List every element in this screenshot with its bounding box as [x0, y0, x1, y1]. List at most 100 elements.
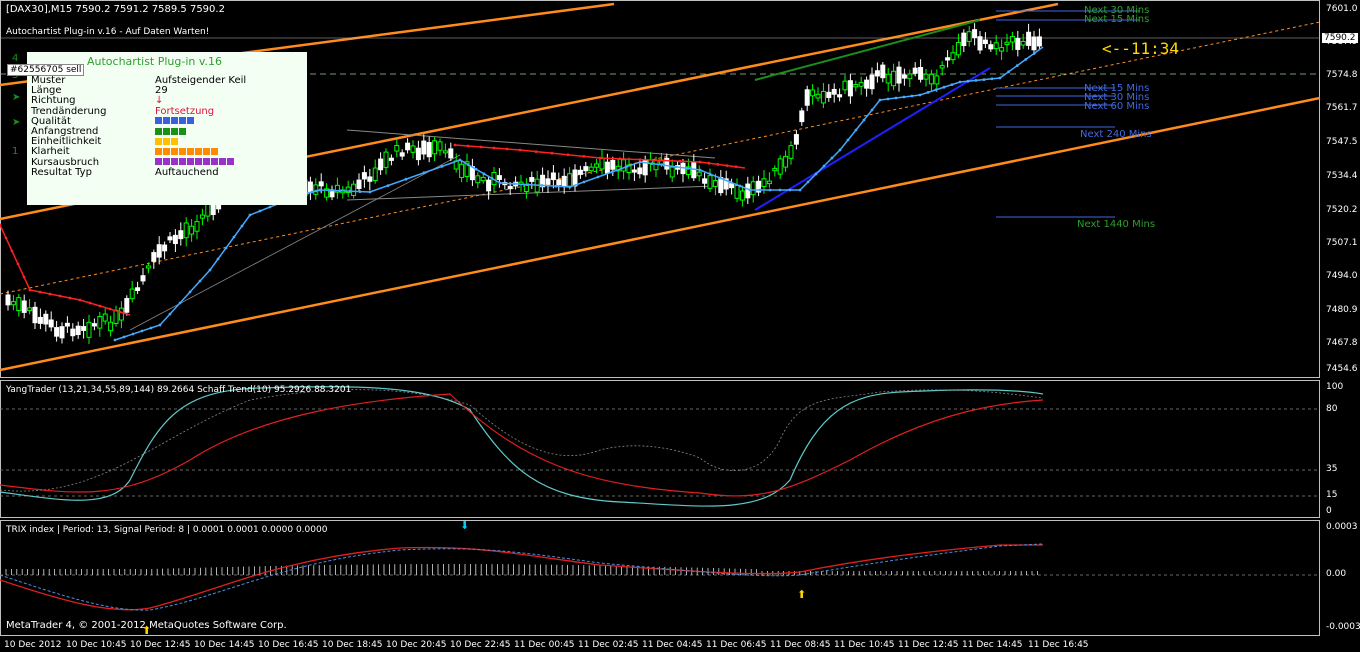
candle-body — [54, 327, 60, 337]
side-number-4: 4 — [12, 53, 19, 64]
candle-body — [783, 155, 789, 168]
candle-body — [43, 313, 49, 325]
candle-body — [145, 265, 151, 269]
moving-average-down-dot — [534, 150, 538, 154]
candle-body — [810, 89, 816, 97]
rating-square — [171, 117, 178, 125]
candle-body — [718, 177, 724, 194]
autochartist-row-value — [155, 137, 179, 147]
yangtrader-pane[interactable] — [0, 380, 1320, 518]
moving-average-up-dot — [686, 167, 690, 170]
moving-average-up-dot — [950, 83, 954, 86]
time-tick: 11 Dec 12:45 — [898, 640, 959, 650]
candle-body — [772, 167, 778, 172]
candle-body — [820, 90, 826, 104]
moving-average-down-dot — [658, 159, 662, 162]
down-arrow-icon: ⬇ — [460, 520, 469, 532]
rating-square — [163, 117, 170, 125]
moving-average-up-dot — [490, 177, 494, 180]
moving-average-up-dot — [974, 79, 978, 82]
autochartist-row-label: Qualität — [31, 115, 71, 127]
moving-average-down-dot — [28, 288, 32, 292]
moving-average-up-dot — [662, 163, 666, 167]
candle-body — [1036, 36, 1042, 47]
wedge-line — [346, 185, 716, 201]
candle-body — [901, 74, 907, 79]
yang-tick: 0 — [1326, 506, 1332, 516]
trix-axis: 0.0003 0.00 -0.0003 — [1320, 520, 1360, 636]
moving-average-up-dot — [698, 168, 702, 172]
candle-body — [966, 31, 972, 42]
time-tick: 11 Dec 14:45 — [962, 640, 1023, 650]
candle-body — [610, 159, 616, 170]
moving-average-up-dot — [728, 180, 732, 184]
candle-body — [405, 142, 411, 151]
candle-body — [588, 166, 594, 172]
candle-body — [556, 179, 562, 186]
candle-body — [939, 65, 945, 69]
candle-body — [334, 184, 340, 193]
yangtrader-line — [0, 393, 1044, 497]
moving-average-up-dot — [268, 205, 272, 209]
yangtrader-title: YangTrader (13,21,34,55,89,144) 89.2664 … — [6, 385, 352, 395]
moving-average-up-dot — [122, 335, 126, 339]
next-label: Next 240 Mins — [1080, 129, 1152, 140]
rating-square — [227, 158, 234, 166]
moving-average-down-dot — [78, 298, 82, 302]
moving-average-up-dot — [466, 163, 470, 167]
moving-average-up-dot — [149, 326, 153, 330]
autochartist-panel[interactable]: Autochartist Plug-in v.16 #62556705 sell… — [7, 52, 307, 205]
candle-body — [1015, 38, 1021, 50]
moving-average-up-dot — [788, 188, 792, 192]
moving-average-up-dot — [458, 158, 462, 162]
moving-average-up-dot — [338, 189, 342, 193]
candle-body — [729, 182, 735, 189]
candle-body — [464, 161, 470, 177]
moving-average-down-dot — [518, 148, 522, 152]
moving-average-up-dot — [886, 97, 890, 101]
autochartist-row-value: Aufsteigender Keil — [155, 75, 247, 86]
rating-square — [155, 127, 162, 135]
moving-average-down-dot — [118, 310, 122, 314]
rating-square — [179, 158, 186, 166]
candle-body — [815, 93, 821, 99]
autochartist-row-label: Klarheit — [31, 146, 70, 158]
moving-average-down-dot — [678, 159, 682, 163]
moving-average-up-dot — [674, 165, 678, 169]
candle-body — [761, 178, 767, 188]
moving-average-down-dot — [698, 160, 702, 164]
candle-body — [97, 316, 103, 329]
candle-body — [702, 178, 708, 184]
rating-square — [155, 147, 162, 155]
moving-average-down-dot — [707, 161, 711, 165]
moving-average-up-dot — [318, 188, 322, 192]
moving-average-down-dot — [550, 151, 554, 155]
moving-average-down-dot — [638, 158, 642, 162]
candle-body — [523, 184, 529, 192]
moving-average-up-dot — [208, 268, 212, 272]
order-tag[interactable]: #62556705 sell — [7, 64, 85, 76]
side-number-1: 1 — [12, 146, 19, 157]
moving-average-up-dot — [440, 165, 444, 168]
candle-body — [626, 164, 632, 174]
candle-body — [475, 175, 481, 184]
time-tick: 11 Dec 16:45 — [1028, 640, 1089, 650]
candle-body — [32, 306, 38, 324]
trix-tick: -0.0003 — [1326, 622, 1360, 632]
candle-body — [378, 158, 384, 171]
moving-average-up-dot — [846, 138, 850, 142]
moving-average-down-dot — [22, 275, 26, 279]
candle-body — [891, 70, 897, 87]
moving-average-up-dot — [568, 185, 572, 189]
candle-body — [561, 175, 567, 187]
candle-body — [383, 151, 389, 168]
rating-square — [219, 158, 226, 166]
trix-pane[interactable] — [0, 520, 1320, 636]
candle-body — [896, 66, 902, 84]
moving-average-down-dot — [479, 145, 483, 149]
moving-average-down-dot — [4, 236, 8, 240]
moving-average-up-dot — [512, 182, 516, 186]
candle-body — [912, 67, 918, 74]
moving-average-up-dot — [862, 118, 866, 122]
candle-body — [64, 322, 70, 327]
